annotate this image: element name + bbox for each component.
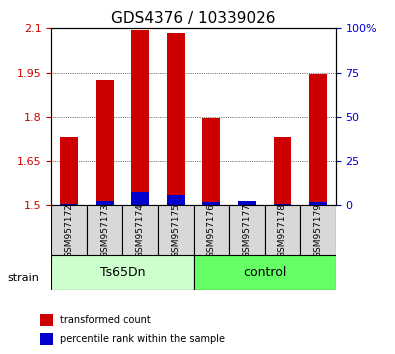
Bar (194, 205, 229, 255)
Bar (96, 80, 114, 205)
Bar (60, 137, 78, 205)
Bar (274, 204, 292, 205)
Bar (40, 314, 53, 326)
Bar (158, 205, 194, 255)
Title: GDS4376 / 10339026: GDS4376 / 10339026 (111, 11, 276, 26)
Bar (229, 205, 265, 255)
Bar (40, 333, 53, 346)
Bar (51, 205, 87, 255)
Bar (167, 33, 184, 205)
Text: GSM957179: GSM957179 (314, 202, 322, 258)
Text: GSM957173: GSM957173 (100, 202, 109, 258)
Bar (265, 205, 300, 255)
Text: GSM957177: GSM957177 (243, 202, 251, 258)
Text: transformed count: transformed count (60, 315, 150, 325)
Text: GSM957176: GSM957176 (207, 202, 216, 258)
Bar (131, 30, 149, 205)
Bar (87, 205, 122, 255)
Bar (238, 201, 256, 205)
Text: GSM957174: GSM957174 (136, 202, 145, 258)
Text: control: control (243, 266, 286, 279)
Bar (202, 202, 220, 205)
Bar (300, 205, 336, 255)
Bar (167, 195, 184, 205)
Bar (238, 202, 256, 205)
Bar (131, 192, 149, 205)
Bar (96, 201, 114, 205)
Bar (202, 118, 220, 205)
Text: percentile rank within the sample: percentile rank within the sample (60, 335, 225, 344)
Bar (309, 202, 327, 205)
Text: strain: strain (7, 273, 39, 283)
Bar (60, 204, 78, 205)
Bar (194, 255, 336, 290)
Bar (51, 255, 194, 290)
Text: GSM957175: GSM957175 (171, 202, 180, 258)
Bar (122, 205, 158, 255)
Bar (274, 137, 292, 205)
Text: GSM957172: GSM957172 (65, 202, 73, 258)
Text: GSM957178: GSM957178 (278, 202, 287, 258)
Text: Ts65Dn: Ts65Dn (100, 266, 145, 279)
Bar (309, 74, 327, 205)
